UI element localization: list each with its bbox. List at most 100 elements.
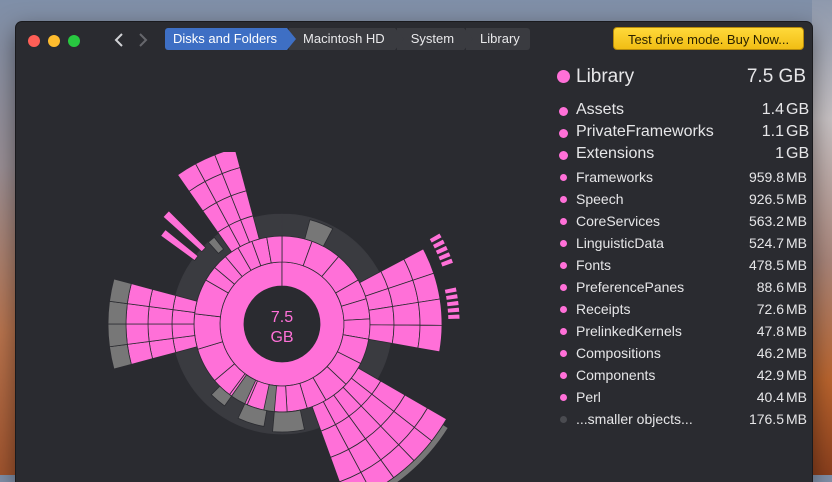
sunburst-segment[interactable] [147, 323, 174, 342]
legend-item-size: 1 [775, 145, 784, 162]
legend-item-name: Frameworks [576, 169, 654, 185]
sunburst-segment[interactable] [417, 324, 443, 353]
sunburst-segment[interactable] [446, 306, 461, 314]
legend-row[interactable]: PrelinkedKernels 47.8 MB [556, 320, 807, 342]
legend-row[interactable]: Receipts 72.6 MB [556, 298, 807, 320]
sunburst-segment[interactable] [353, 424, 449, 482]
legend-item-size: 46.2 [756, 345, 784, 361]
center-size-value: 7.5 [271, 309, 293, 326]
sunburst-segment[interactable] [392, 301, 421, 326]
legend-row[interactable]: PreferencePanes 88.6 MB [556, 276, 807, 298]
sunburst-segment[interactable] [125, 323, 150, 345]
buy-now-button[interactable]: Test drive mode. Buy Now... [613, 27, 804, 50]
legend-row[interactable]: PrivateFrameworks 1.1 GB [556, 122, 810, 144]
folder-dot-icon [559, 151, 568, 160]
legend-row[interactable]: Components 42.9 MB [556, 364, 807, 386]
legend-row[interactable]: Perl 40.4 MB [556, 386, 807, 408]
legend-item-unit: MB [786, 411, 807, 427]
folder-dot-icon [557, 70, 570, 83]
legend-item-name: PrivateFrameworks [576, 123, 714, 140]
sunburst-segment[interactable] [439, 257, 454, 268]
legend-row[interactable]: ...smaller objects... 176.5 MB [556, 408, 807, 430]
legend-item-unit: MB [786, 257, 807, 273]
sunburst-segment[interactable] [109, 343, 132, 370]
sunburst-segment[interactable] [263, 384, 278, 413]
sunburst-segment[interactable] [126, 341, 154, 365]
sunburst-segment[interactable] [230, 374, 257, 405]
legend-header[interactable]: Library 7.5 GB [556, 64, 806, 100]
forward-button[interactable] [134, 30, 152, 50]
chevron-right-icon [139, 33, 148, 47]
legend-item-name: Speech [576, 191, 624, 207]
folder-dot-icon [560, 174, 567, 181]
sunburst-segment[interactable] [304, 219, 334, 247]
desktop-background [812, 0, 832, 475]
sunburst-segment[interactable] [368, 306, 395, 326]
legend-row[interactable]: Fonts 478.5 MB [556, 254, 807, 276]
sunburst-segment[interactable] [171, 323, 196, 339]
breadcrumb-disks-and-folders[interactable]: Disks and Folders [165, 28, 297, 50]
minimize-button[interactable] [48, 35, 60, 47]
legend-item-unit: MB [786, 235, 807, 251]
sunburst-segment[interactable] [437, 251, 452, 262]
breadcrumb-macintosh-hd[interactable]: Macintosh HD [289, 28, 404, 50]
legend-row[interactable]: Frameworks 959.8 MB [556, 166, 807, 188]
legend-row[interactable]: Compositions 46.2 MB [556, 342, 807, 364]
title-bar: Disks and Folders Macintosh HD System Li… [16, 22, 812, 58]
sunburst-segment[interactable] [428, 232, 443, 244]
legend-row[interactable]: Extensions 1 GB [556, 144, 810, 166]
legend-item-unit: GB [786, 145, 810, 162]
sunburst-segment[interactable] [109, 278, 132, 305]
sunburst-segment[interactable] [125, 303, 150, 325]
legend-row[interactable]: LinguisticData 524.7 MB [556, 232, 807, 254]
zoom-button[interactable] [68, 35, 80, 47]
sunburst-segment[interactable] [434, 244, 449, 256]
breadcrumb-label: System [410, 31, 455, 46]
breadcrumb-system[interactable]: System [396, 28, 474, 50]
legend-row[interactable]: Assets 1.4 GB [556, 100, 809, 122]
sunburst-segment[interactable] [207, 236, 225, 254]
sunburst-segment[interactable] [266, 235, 283, 264]
legend-item-unit: GB [786, 123, 810, 140]
sunburst-segment[interactable] [445, 293, 459, 301]
back-button[interactable] [110, 30, 128, 50]
breadcrumb-label: Library [480, 31, 520, 46]
legend-item-size: 1.1 [761, 123, 784, 140]
legend-item-size: 524.7 [748, 235, 784, 251]
sunburst-segment[interactable] [417, 298, 443, 326]
breadcrumb-library[interactable]: Library [466, 28, 530, 50]
sunburst-segment[interactable] [214, 152, 241, 174]
sunburst-segment[interactable] [107, 300, 128, 325]
close-button[interactable] [28, 35, 40, 47]
legend-item-unit: MB [786, 279, 807, 295]
folder-dot-icon [559, 107, 568, 116]
sunburst-segment[interactable] [148, 337, 177, 360]
sunburst-segment[interactable] [210, 385, 233, 407]
sunburst-segment[interactable] [431, 238, 446, 250]
legend-item-unit: MB [786, 367, 807, 383]
legend-item-unit: MB [786, 323, 807, 339]
sunburst-segment[interactable] [126, 283, 154, 307]
legend-item-size: 88.6 [756, 279, 784, 295]
sunburst-segment[interactable] [160, 229, 199, 262]
sunburst-segment[interactable] [237, 403, 268, 427]
breadcrumb-label: Macintosh HD [303, 31, 385, 46]
sunburst-segment[interactable] [107, 323, 128, 348]
sunburst-segment[interactable] [446, 300, 460, 308]
legend-item-name: Perl [576, 389, 601, 405]
breadcrumb: Disks and Folders Macintosh HD System Li… [165, 28, 532, 50]
legend-item-size: 42.9 [756, 367, 784, 383]
sunburst-segment[interactable] [391, 324, 421, 349]
app-window: Disks and Folders Macintosh HD System Li… [16, 22, 812, 482]
sunburst-segment[interactable] [162, 210, 207, 253]
folder-dot-icon [560, 284, 567, 291]
sunburst-segment[interactable] [447, 313, 461, 320]
size-legend: Library 7.5 GB Assets 1.4 GB PrivateFramewo… [556, 64, 810, 430]
sunburst-chart[interactable]: 7.5 GB [96, 152, 496, 482]
sunburst-segment[interactable] [148, 288, 177, 311]
sunburst-segment[interactable] [272, 409, 305, 433]
sunburst-segment[interactable] [443, 286, 458, 295]
legend-row[interactable]: Speech 926.5 MB [556, 188, 807, 210]
legend-row[interactable]: CoreServices 563.2 MB [556, 210, 807, 232]
legend-item-name: Fonts [576, 257, 612, 273]
